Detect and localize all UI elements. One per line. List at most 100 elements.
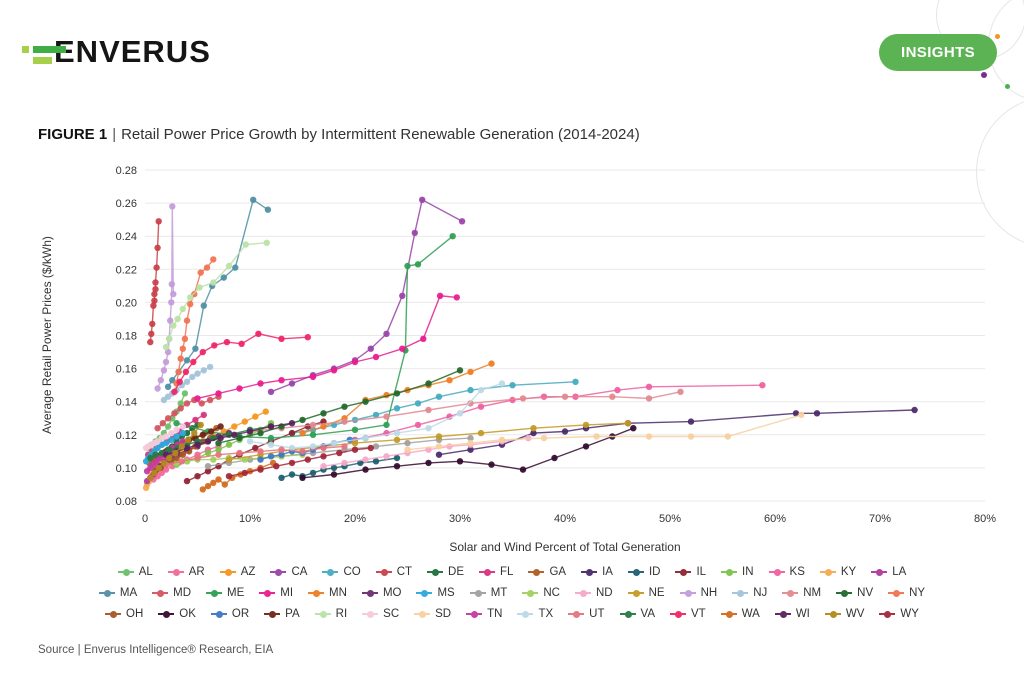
legend-label: PA xyxy=(285,608,300,620)
legend-label: IA xyxy=(602,566,613,578)
data-point-MN xyxy=(467,368,474,376)
data-point-NE xyxy=(530,425,537,432)
legend-label: MA xyxy=(119,587,138,599)
legend-dot-icon xyxy=(419,610,427,618)
data-point-ME xyxy=(267,434,275,442)
data-point-IA xyxy=(530,429,537,437)
legend-label: MD xyxy=(173,587,192,599)
legend-dot-icon xyxy=(725,610,733,618)
data-point-NY xyxy=(183,317,191,324)
data-point-TX xyxy=(425,425,432,432)
data-point-ME xyxy=(404,262,411,270)
legend-item-ME: ME xyxy=(206,587,244,599)
legend-swatch-icon xyxy=(362,610,379,618)
y-tick-label: 0.14 xyxy=(116,397,137,409)
legend-label: MI xyxy=(280,587,294,599)
legend-dot-icon xyxy=(172,568,180,576)
data-point-WY xyxy=(320,453,327,460)
data-point-NE xyxy=(393,436,401,443)
legend-label: IN xyxy=(742,566,754,578)
data-point-OK xyxy=(299,474,306,481)
legend-dot-icon xyxy=(122,568,130,576)
data-point-TX xyxy=(309,443,317,450)
legend-item-TN: TN xyxy=(466,608,502,620)
data-point-MT xyxy=(372,443,380,450)
data-point-TX xyxy=(246,438,254,445)
legend-item-SC: SC xyxy=(362,608,399,620)
data-point-RI xyxy=(263,239,270,246)
data-point-CA xyxy=(288,380,296,387)
data-point-WV xyxy=(147,474,154,481)
legend-item-MN: MN xyxy=(308,587,347,599)
data-point-NY xyxy=(177,355,184,362)
legend-label: AZ xyxy=(240,566,256,578)
data-point-OK xyxy=(330,471,338,478)
data-point-NJ xyxy=(206,363,214,371)
data-point-MN xyxy=(320,423,327,430)
data-point-RI xyxy=(242,241,249,248)
data-point-SD xyxy=(404,446,411,453)
data-point-SC xyxy=(173,426,180,433)
data-point-NM xyxy=(677,388,684,395)
data-point-MT xyxy=(467,434,474,442)
legend-item-NH: NH xyxy=(679,587,717,599)
legend-row: AL AR AZ CA CO CT DE FL GA IA ID IL IN KS KY LA xyxy=(0,566,1024,578)
legend-swatch-icon xyxy=(888,589,905,597)
data-point-CT xyxy=(151,290,158,298)
data-point-MI xyxy=(278,377,285,384)
data-point-MS xyxy=(162,439,170,447)
series-line-ME xyxy=(176,235,454,439)
data-point-CO xyxy=(509,382,516,389)
enverus-logo: ENVERUS xyxy=(22,30,211,74)
data-point-WV xyxy=(197,421,204,429)
data-point-RI xyxy=(174,315,181,323)
legend-dot-icon xyxy=(675,610,683,618)
legend-item-WA: WA xyxy=(720,608,760,620)
data-point-CA xyxy=(383,330,390,337)
legend-swatch-icon xyxy=(627,589,644,597)
data-point-NH xyxy=(157,377,164,384)
data-point-ID xyxy=(330,464,338,472)
data-point-IA xyxy=(792,410,800,417)
x-tick-label: 30% xyxy=(449,513,471,525)
data-point-NM xyxy=(425,406,432,414)
data-point-MI xyxy=(399,345,406,352)
legend-swatch-icon xyxy=(361,589,378,597)
data-point-WY xyxy=(257,466,264,473)
legend-dot-icon xyxy=(474,589,482,597)
legend-label: WY xyxy=(900,608,919,620)
data-point-IN xyxy=(225,441,233,448)
legend-swatch-icon xyxy=(427,568,444,576)
data-point-VT xyxy=(176,378,183,385)
data-point-OK xyxy=(362,466,369,473)
y-tick-label: 0.24 xyxy=(116,231,137,243)
data-point-CT xyxy=(152,286,159,293)
data-point-OK xyxy=(551,454,558,462)
data-point-AZ xyxy=(231,423,238,430)
data-point-IL xyxy=(288,429,296,437)
data-point-VA xyxy=(166,446,173,453)
insights-button[interactable]: INSIGHTS xyxy=(879,34,998,71)
series-line-IA xyxy=(438,409,915,456)
legend-swatch-icon xyxy=(158,610,175,618)
data-point-OH xyxy=(173,454,180,462)
legend-swatch-icon xyxy=(879,610,896,618)
legend-swatch-icon xyxy=(314,610,331,618)
legend-dot-icon xyxy=(163,610,171,618)
data-point-RI xyxy=(196,284,203,291)
legend-item-CA: CA xyxy=(270,566,307,578)
data-point-MD xyxy=(206,396,214,404)
legend-swatch-icon xyxy=(670,610,687,618)
legend-swatch-icon xyxy=(264,610,281,618)
series-line-MD xyxy=(157,396,219,429)
decorative-dot-green xyxy=(1005,84,1010,89)
data-point-IL xyxy=(204,468,212,475)
legend-label: TX xyxy=(538,608,554,620)
data-point-WA xyxy=(204,482,212,490)
data-point-OK xyxy=(519,466,527,473)
data-point-ID xyxy=(288,471,296,478)
legend-swatch-icon xyxy=(871,568,888,576)
legend-item-IL: IL xyxy=(675,566,706,578)
data-point-VT xyxy=(278,335,285,342)
data-point-IL xyxy=(194,473,201,480)
